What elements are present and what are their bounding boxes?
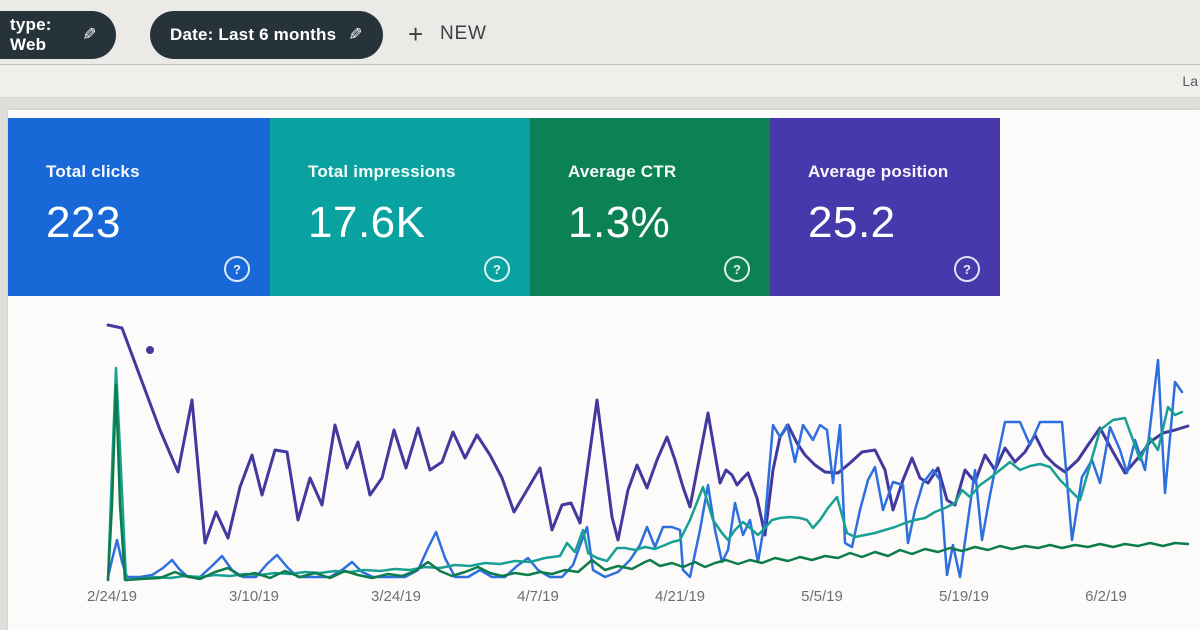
sub-header-divider	[0, 97, 1200, 98]
plus-icon: +	[408, 19, 424, 49]
metric-card-total-clicks[interactable]: Total clicks 223 ?	[8, 118, 270, 296]
performance-report-card: Total clicks 223 ? Total impressions 17.…	[8, 110, 1200, 630]
help-icon[interactable]: ?	[484, 256, 510, 282]
toolbar-divider	[0, 64, 1200, 65]
x-axis-label: 4/21/19	[654, 588, 706, 605]
sub-header-strip: La	[0, 65, 1200, 97]
x-axis-label: 5/19/19	[938, 588, 990, 605]
edit-pencil-icon[interactable]: ✎	[81, 25, 96, 44]
date-range-filter-chip[interactable]: Date: Last 6 months ✎	[150, 11, 383, 59]
metric-label: Average position	[808, 162, 949, 181]
help-icon[interactable]: ?	[224, 256, 250, 282]
x-axis-label: 3/10/19	[228, 588, 280, 605]
x-axis-label: 3/24/19	[370, 588, 422, 605]
last-updated-partial-text: La	[1182, 73, 1198, 89]
chart-series-position	[106, 323, 1190, 545]
search-type-filter-chip[interactable]: type: Web ✎	[0, 11, 116, 59]
chart-series-impressions	[106, 366, 1184, 582]
x-axis-label: 5/5/19	[801, 588, 843, 605]
help-icon[interactable]: ?	[954, 256, 980, 282]
metric-card-average-position[interactable]: Average position 25.2 ?	[770, 118, 1000, 296]
metric-value: 223	[46, 198, 121, 247]
date-range-chip-label: Date: Last 6 months	[170, 25, 337, 44]
metric-card-average-ctr[interactable]: Average CTR 1.3% ?	[530, 118, 770, 296]
filter-toolbar: type: Web ✎ Date: Last 6 months ✎ + NEW	[0, 0, 1200, 64]
chart-canvas[interactable]	[8, 300, 1200, 630]
chart-series-ctr	[106, 383, 1190, 582]
metric-card-total-impressions[interactable]: Total impressions 17.6K ?	[270, 118, 530, 296]
chart-data-point	[146, 346, 154, 354]
performance-line-chart[interactable]: 2/24/19 3/10/19 3/24/19 4/7/19 4/21/19 5…	[8, 300, 1200, 630]
edit-pencil-icon[interactable]: ✎	[348, 25, 363, 44]
chart-series-clicks	[106, 358, 1184, 579]
metric-label: Total impressions	[308, 162, 456, 181]
metric-cards-row: Total clicks 223 ? Total impressions 17.…	[8, 118, 1000, 296]
metric-value: 25.2	[808, 198, 896, 247]
metric-label: Average CTR	[568, 162, 677, 181]
new-button-label: NEW	[439, 23, 487, 44]
metric-label: Total clicks	[46, 162, 140, 181]
help-icon[interactable]: ?	[724, 256, 750, 282]
x-axis-label: 4/7/19	[517, 588, 559, 605]
x-axis-label: 6/2/19	[1085, 588, 1127, 605]
search-type-chip-label: type: Web	[10, 15, 52, 54]
metric-value: 1.3%	[568, 198, 671, 247]
new-filter-button[interactable]: + NEW	[408, 14, 487, 54]
metric-value: 17.6K	[308, 198, 426, 247]
chart-x-axis: 2/24/19 3/10/19 3/24/19 4/7/19 4/21/19 5…	[8, 588, 1200, 618]
x-axis-label: 2/24/19	[86, 588, 138, 605]
